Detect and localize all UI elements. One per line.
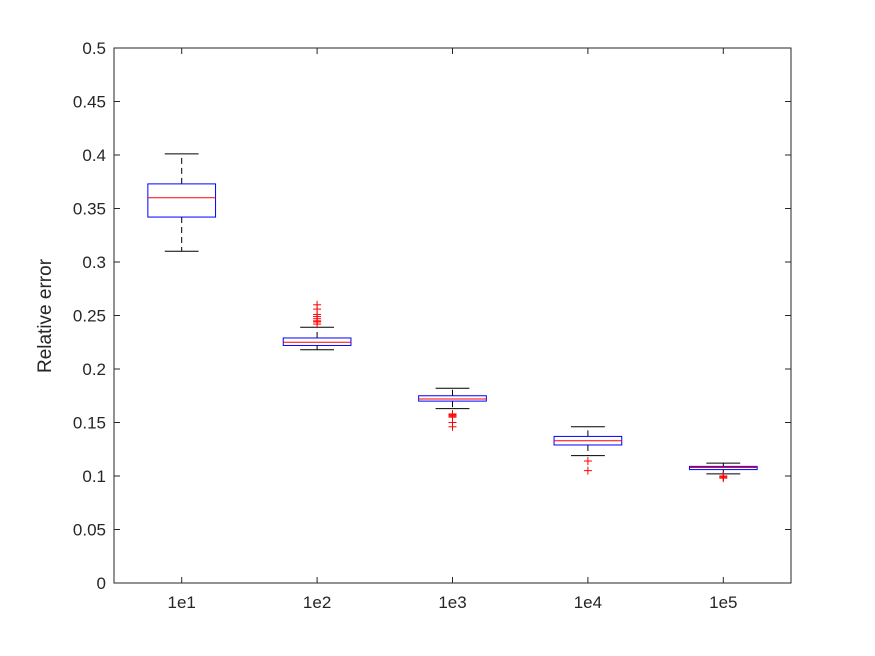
- axes-layer: 0 0.05 0.1 0.15 0.2 0.25 0.3 0.35 0.4 0.45 0.5 1e1 1…: [73, 39, 792, 612]
- y-tick-label: 0: [97, 574, 106, 593]
- x-tick-label: 1e5: [709, 593, 737, 612]
- outlier-marker: [583, 466, 592, 475]
- box-iqr: [282, 337, 352, 346]
- y-tick-label: 0.1: [82, 467, 106, 486]
- y-tick-label: 0.15: [73, 414, 106, 433]
- y-tick-label: 0.45: [73, 93, 106, 112]
- box-iqr: [688, 465, 758, 471]
- outlier-marker: [719, 474, 728, 483]
- y-tick-label: 0.4: [82, 146, 106, 165]
- y-tick-label: 0.2: [82, 360, 106, 379]
- box-iqr: [418, 395, 487, 402]
- y-tick-label: 0.35: [73, 200, 106, 219]
- x-tick-label: 1e1: [168, 593, 196, 612]
- boxes-layer: [147, 153, 758, 483]
- y-tick-label: 0.3: [82, 253, 106, 272]
- x-tick-label: 1e2: [303, 593, 331, 612]
- box-group-1e1: [147, 153, 217, 252]
- outlier-marker: [583, 457, 592, 466]
- box-iqr: [147, 183, 217, 218]
- x-tick-label: 1e3: [438, 593, 466, 612]
- outlier-marker: [313, 300, 322, 309]
- y-axis-label: Relative error: [35, 258, 56, 373]
- y-tick-label: 0.05: [73, 521, 106, 540]
- y-tick-label: 0.25: [73, 307, 106, 326]
- plot-area: [114, 48, 791, 583]
- outlier-marker: [448, 422, 457, 431]
- y-tick-label: 0.5: [82, 39, 106, 58]
- box-group-1e3: [418, 387, 487, 431]
- x-tick-label: 1e4: [574, 593, 602, 612]
- box-group-1e5: [688, 462, 758, 483]
- box-group-1e4: [553, 426, 623, 475]
- box-group-1e2: [282, 300, 352, 351]
